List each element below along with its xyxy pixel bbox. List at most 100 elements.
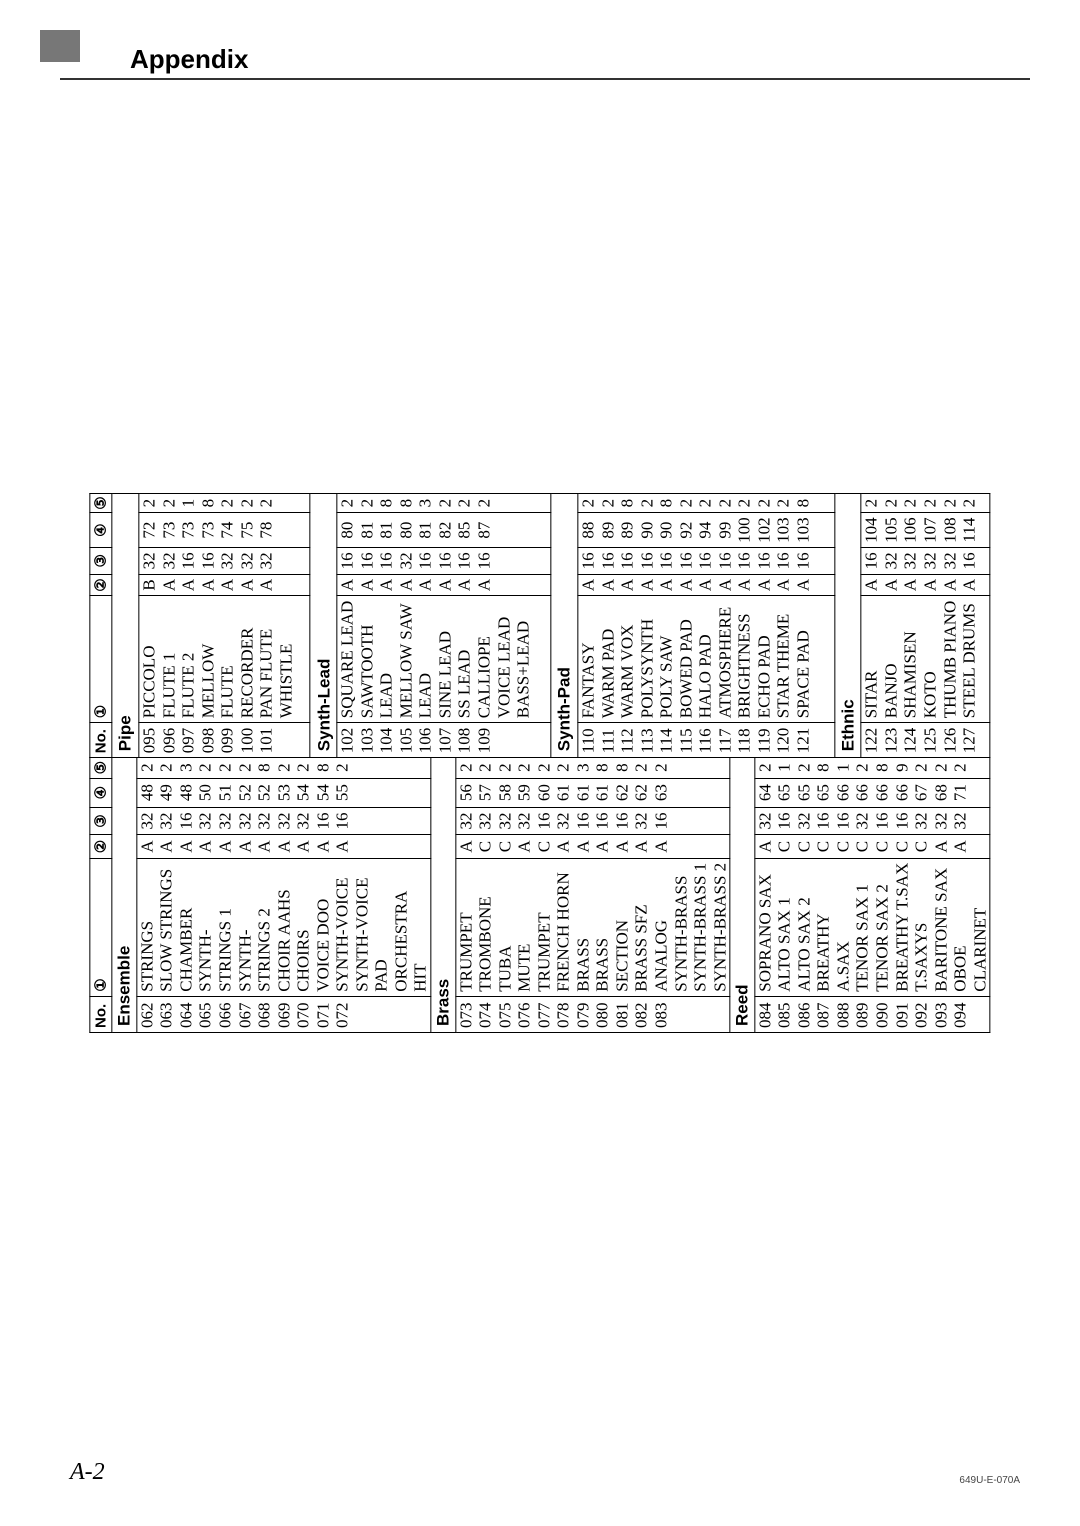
group-column: SOPRANO SAXALTO SAX 1ALTO SAX 2BREATHY A… xyxy=(755,858,991,996)
cell-c4: 85 xyxy=(455,513,475,547)
group-column: 095096097098099100101 xyxy=(139,723,310,758)
col-header-2: ② xyxy=(90,574,112,596)
page-number: A-2 xyxy=(70,1459,105,1486)
instrument-name: POLY SAW xyxy=(657,596,677,722)
cell-c2: A xyxy=(554,835,574,857)
cell-c5: 2 xyxy=(218,494,238,512)
cell-c2: A xyxy=(313,835,333,857)
cell-c3: 16 xyxy=(833,808,853,835)
cell-c3: 16 xyxy=(892,808,912,835)
cell-c3: 32 xyxy=(157,808,177,835)
group-column: 5657585960616161626263 xyxy=(455,778,730,807)
cell-c4: 59 xyxy=(515,779,535,807)
col-header-1: ① xyxy=(90,596,112,723)
cell-c3: 32 xyxy=(632,808,652,835)
instrument-name: FRENCH HORN xyxy=(554,859,574,996)
cell-c4: 68 xyxy=(931,779,951,807)
cell-c2: A xyxy=(657,575,677,596)
cell-c5: 2 xyxy=(696,494,716,512)
cell-c3: 32 xyxy=(931,808,951,835)
instrument-name: TENOR SAX 2 xyxy=(872,859,892,996)
instrument-name: ATMOSPHERE xyxy=(715,596,735,722)
group-column: ACCCCCCCCAA xyxy=(755,835,991,858)
cell-c5: 2 xyxy=(257,494,277,512)
cell-c2: A xyxy=(637,575,657,596)
instrument-name: SLOW STRINGS xyxy=(157,859,177,996)
group-header: Synth-Pad xyxy=(551,494,578,758)
cell-c3: 32 xyxy=(515,808,535,835)
cell-no: 082 xyxy=(632,997,652,1032)
cell-no: 088 xyxy=(833,997,853,1032)
cell-no: 073 xyxy=(456,997,476,1032)
cell-no: 123 xyxy=(881,723,901,757)
cell-c3: 16 xyxy=(534,808,554,835)
cell-c5: 8 xyxy=(396,494,416,512)
cell-c2: A xyxy=(578,575,598,596)
cell-c4: 103 xyxy=(793,513,813,547)
cell-c4: 49 xyxy=(157,779,177,807)
cell-no: 124 xyxy=(901,723,921,757)
cell-c3: 16 xyxy=(198,548,218,573)
cell-c2: C xyxy=(872,835,892,857)
cell-c5: 2 xyxy=(137,758,157,778)
group-column: 084085086087088089090091092093094 xyxy=(755,996,991,1032)
cell-c5: 2 xyxy=(715,494,735,512)
col-header-4: ④ xyxy=(90,513,112,548)
cell-c3: 16 xyxy=(357,548,377,573)
cell-c5: 2 xyxy=(959,494,979,512)
cell-c2: A xyxy=(435,575,455,596)
cell-no: 074 xyxy=(475,997,495,1032)
cell-c5: 2 xyxy=(754,494,774,512)
cell-c3: 32 xyxy=(294,808,314,835)
group-column: 122123124125126127 xyxy=(861,723,990,758)
cell-c2: C xyxy=(794,835,814,857)
instrument-name: ALTO SAX 2 xyxy=(794,859,814,996)
cell-no: 098 xyxy=(198,723,218,757)
cell-c3: 32 xyxy=(159,548,179,573)
cell-no: 078 xyxy=(554,997,574,1032)
cell-c2: A xyxy=(235,835,255,857)
instrument-name: MUTE TRUMPET xyxy=(515,859,554,996)
cell-c3: 32 xyxy=(196,808,216,835)
cell-c3: 16 xyxy=(617,548,637,573)
cell-no: 093 xyxy=(931,997,951,1032)
cell-c5: 2 xyxy=(475,758,495,778)
cell-c2: C xyxy=(833,835,853,857)
cell-c4: 104 xyxy=(862,513,882,547)
cell-c4: 114 xyxy=(959,513,979,547)
cell-c4: 54 xyxy=(313,779,333,807)
cell-c5: 2 xyxy=(455,494,475,512)
cell-c2: A xyxy=(416,575,436,596)
cell-c3: 16 xyxy=(416,548,436,573)
cell-c3: 16 xyxy=(313,808,333,835)
cell-c5: 8 xyxy=(657,494,677,512)
cell-no: 067 xyxy=(235,997,255,1032)
cell-no: 096 xyxy=(159,723,179,757)
col-header-no: No. xyxy=(90,996,112,1032)
cell-c2: A xyxy=(455,575,475,596)
page: Appendix No.①②③④⑤Ensemble062063064065066… xyxy=(0,0,1080,1526)
instrument-name: TROMBONE xyxy=(475,859,495,996)
cell-c2: A xyxy=(515,835,535,857)
cell-c3: 16 xyxy=(862,548,882,573)
cell-c4: 81 xyxy=(416,513,436,547)
cell-c5: 8 xyxy=(617,494,637,512)
cell-c5: 2 xyxy=(920,494,940,512)
instrument-name: FLUTE 1 xyxy=(159,596,179,722)
cell-no: 107 xyxy=(435,723,455,757)
cell-c4: 54 xyxy=(294,779,314,807)
cell-c5: 2 xyxy=(474,494,494,512)
cell-c2: A xyxy=(377,575,397,596)
cell-c5: 2 xyxy=(157,758,177,778)
cell-c2: A xyxy=(338,575,358,596)
cell-c3: 32 xyxy=(951,808,971,835)
group-header: Synth-Lead xyxy=(310,494,337,758)
instrument-name: ANALOG SYNTH-BRASS xyxy=(651,859,690,996)
cell-no: 087 xyxy=(814,997,834,1032)
cell-no: 081 xyxy=(612,997,632,1032)
cell-c2: A xyxy=(598,575,618,596)
cell-no: 084 xyxy=(755,997,775,1032)
instrument-name: WHISTLE xyxy=(276,596,296,722)
group-column: 8081818081828587 xyxy=(337,513,551,548)
col-header-2: ② xyxy=(90,835,112,858)
